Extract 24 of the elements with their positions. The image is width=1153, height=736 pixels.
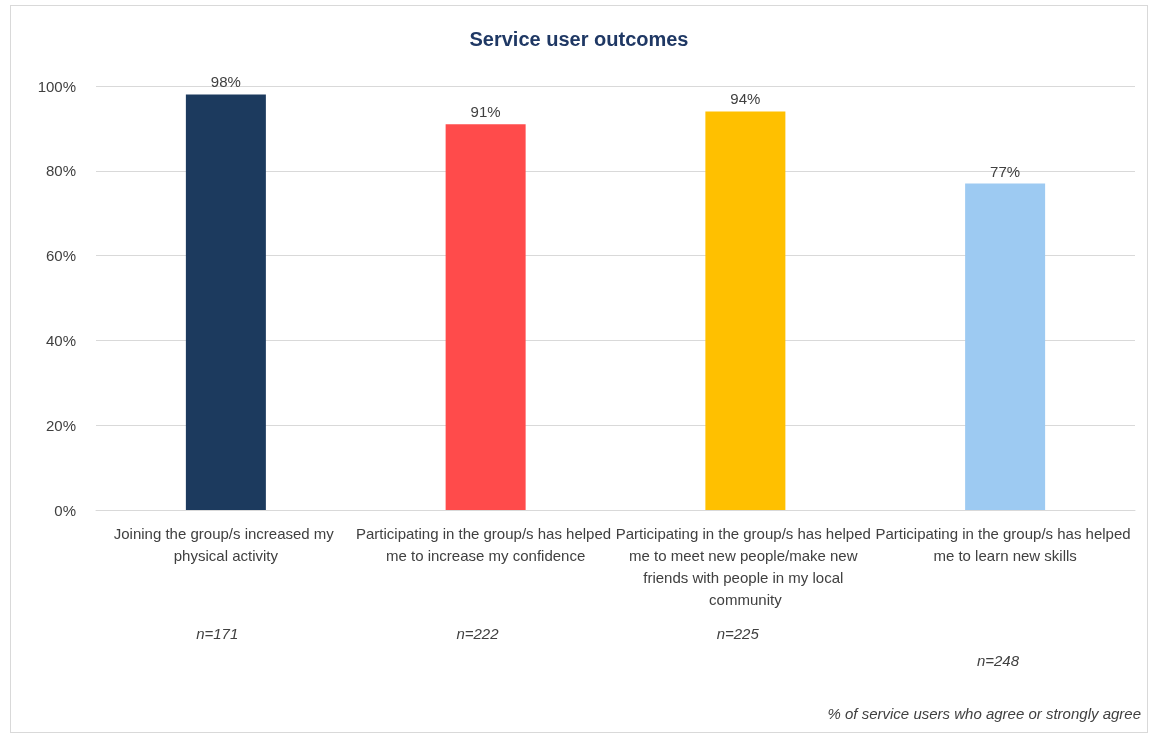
text: % of service users who agree or strongly agree [827,705,1141,722]
bar [185,94,266,510]
y-tick-label: 0% [54,501,76,519]
data-label: 98% [210,73,241,91]
y-tick-label: 40% [45,331,76,349]
chart-title: Service user outcomes [469,28,689,50]
text: n=225 [716,625,760,642]
data-label: 94% [730,90,761,108]
text: n=222 [456,625,500,642]
x-tick-label: Participating in the group/s has helped me to increase my confidence [355,524,616,564]
x-tick-label: Participating in the group/s has helped me to meet new people/make new friends with people in my local community [615,524,876,608]
text: n=248 [976,652,1020,669]
data-label: 77% [990,162,1021,180]
bar [705,111,786,510]
data-label: 91% [470,103,501,121]
y-tick-label: 60% [45,247,76,265]
y-tick-label: 80% [45,162,76,180]
bar [965,183,1046,510]
x-tick-label: Participating in the group/s has helped me to learn new skills [875,524,1135,564]
text: n=171 [196,625,239,642]
x-tick-label: Joining the group/s increased my physical activity [113,524,339,564]
y-tick-label: 100% [37,77,76,95]
y-tick-label: 20% [45,416,76,434]
bar [445,124,526,510]
